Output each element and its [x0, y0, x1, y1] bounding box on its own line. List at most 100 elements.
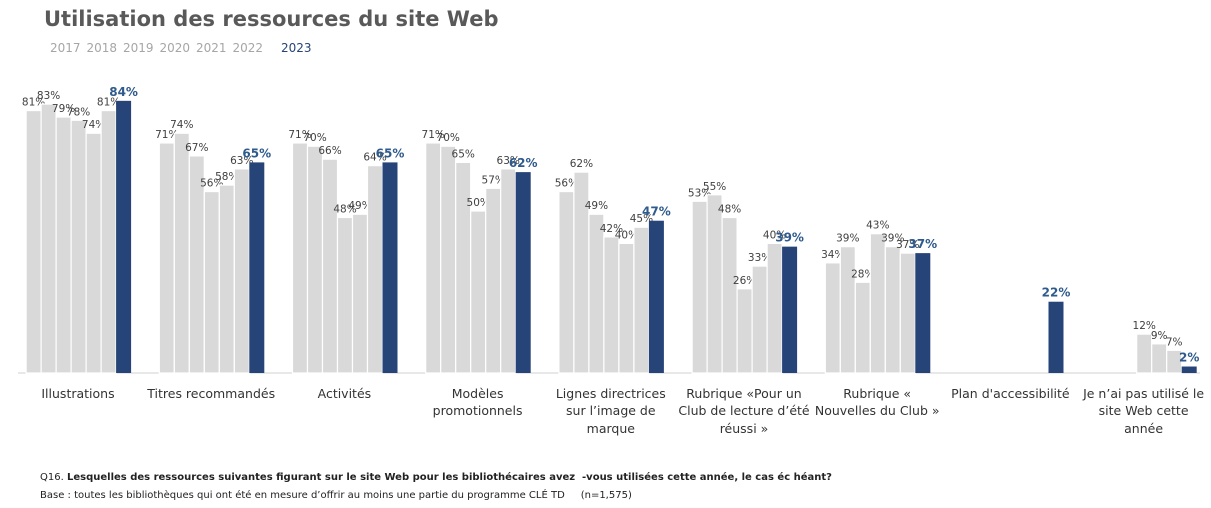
- value-label: 33%: [748, 252, 771, 264]
- category-label: Modèles promotionnels: [432, 386, 523, 419]
- value-label: 43%: [866, 220, 889, 232]
- value-label: 74%: [170, 119, 193, 131]
- value-label: 50%: [467, 197, 490, 209]
- bar: [648, 220, 664, 373]
- value-label: 26%: [733, 275, 756, 287]
- bar: [100, 109, 117, 374]
- value-label: 71%: [288, 129, 311, 141]
- category-label: Activités: [317, 386, 372, 401]
- bar: [1166, 349, 1183, 374]
- value-label: 37%: [896, 239, 919, 251]
- category-label: Je n’ai pas utilisé le site Web cette an…: [1083, 386, 1205, 436]
- bar: [321, 158, 339, 374]
- bar: [766, 242, 783, 374]
- legend-entry: 2018: [87, 41, 118, 55]
- bar: [351, 213, 369, 374]
- base-line: Base : toutes les bibliothèques qui ont …: [40, 490, 632, 501]
- bar: [233, 168, 250, 374]
- value-label: 70%: [437, 132, 460, 144]
- value-label: 63%: [497, 155, 520, 167]
- bar: [366, 165, 384, 374]
- bar: [85, 132, 102, 374]
- value-label: 71%: [155, 129, 178, 141]
- bar: [915, 253, 931, 373]
- footnote-question-line: Q16. Lesquelles des ressources suivantes…: [40, 472, 832, 483]
- footnote-label: Q16.: [40, 472, 64, 483]
- value-label: 45%: [630, 213, 653, 225]
- bar: [55, 116, 72, 374]
- value-label: 81%: [22, 97, 45, 109]
- bar: [336, 216, 354, 374]
- category-label: Rubrique « Nouvelles du Club »: [814, 386, 940, 419]
- bar: [218, 184, 235, 374]
- bar: [558, 190, 575, 374]
- value-label: 53%: [688, 187, 711, 199]
- base-n: (n=1,575): [580, 490, 632, 501]
- bar: [1136, 333, 1153, 374]
- bar: [854, 281, 871, 374]
- bar: [158, 142, 175, 374]
- value-label: 2%: [1179, 351, 1199, 365]
- value-label: 48%: [333, 203, 356, 215]
- value-label: 47%: [642, 205, 671, 219]
- chart-title: Utilisation des ressources du site Web: [44, 7, 498, 31]
- legend-entry: 2019: [123, 41, 154, 55]
- category-label: Titres recommandés: [147, 386, 276, 401]
- value-label: 79%: [52, 103, 75, 115]
- value-label: 56%: [555, 178, 578, 190]
- bar: [869, 233, 886, 374]
- bar: [291, 142, 309, 374]
- value-label: 67%: [185, 142, 208, 154]
- value-label: 37%: [908, 237, 937, 251]
- legend-entry: 2022: [233, 41, 264, 55]
- bar: [455, 161, 472, 374]
- bar: [706, 194, 723, 374]
- bar: [782, 246, 798, 373]
- bar: [721, 216, 738, 374]
- bar: [1181, 366, 1197, 373]
- bar: [203, 190, 220, 374]
- value-label: 22%: [1042, 286, 1071, 300]
- bar: [618, 242, 635, 374]
- value-label: 34%: [821, 249, 844, 261]
- legend-entry: 2021: [196, 41, 227, 55]
- base-text: Base : toutes les bibliothèques qui ont …: [40, 490, 565, 501]
- value-label: 62%: [570, 158, 593, 170]
- value-label: 65%: [452, 148, 475, 160]
- value-label: 64%: [363, 152, 386, 164]
- value-label: 12%: [1133, 320, 1156, 332]
- value-label: 71%: [422, 129, 445, 141]
- value-label: 48%: [718, 203, 741, 215]
- value-label: 40%: [763, 229, 786, 241]
- value-label: 49%: [348, 200, 371, 212]
- bar: [839, 246, 856, 374]
- value-label: 57%: [482, 174, 505, 186]
- bar: [382, 162, 398, 373]
- value-label: 83%: [37, 90, 60, 102]
- bar: [500, 168, 517, 374]
- category-label: Rubrique «Pour un Club de lecture d’été …: [678, 386, 810, 436]
- value-label: 63%: [230, 155, 253, 167]
- value-label: 56%: [200, 178, 223, 190]
- bar: [306, 145, 324, 374]
- value-label: 39%: [836, 233, 859, 245]
- value-label: 40%: [615, 229, 638, 241]
- value-label: 65%: [242, 146, 271, 160]
- bar: [425, 142, 442, 374]
- bar: [691, 200, 708, 374]
- value-label: 74%: [82, 119, 105, 131]
- value-label: 66%: [318, 145, 341, 157]
- bar: [470, 210, 487, 374]
- bar: [603, 236, 620, 374]
- value-label: 39%: [881, 233, 904, 245]
- category-label: Lignes directrices sur l’image de marque: [555, 386, 666, 436]
- legend-entry: 2020: [160, 41, 191, 55]
- bar: [751, 265, 768, 374]
- bar: [249, 162, 265, 373]
- bar: [1151, 343, 1168, 374]
- bar: [824, 262, 841, 374]
- value-label: 39%: [775, 231, 804, 245]
- value-label: 65%: [376, 146, 405, 160]
